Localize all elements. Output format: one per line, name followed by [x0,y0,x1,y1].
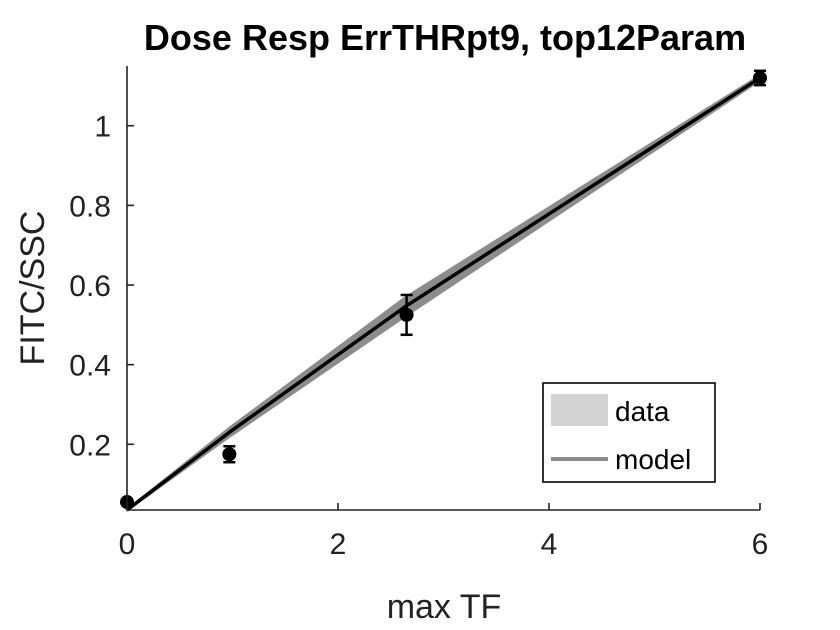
x-tick-label-2: 4 [541,528,558,561]
axes-layer [126,66,760,511]
data-point-3 [753,70,767,85]
y-axis-label: FITC/SSC [14,211,52,366]
y-tick-label-0: 0.2 [69,429,111,462]
model-line [125,76,761,512]
legend: data model [542,382,716,483]
x-axis-label: max TF [387,588,502,626]
chart-title: Dose Resp ErrTHRpt9, top12Param [144,17,746,58]
legend-model-label: model [615,444,691,475]
y-tick-label-3: 0.8 [69,190,111,223]
x-ticks-layer: 0 2 4 6 [119,503,769,561]
model-line-layer [125,76,761,512]
data-point-2 [399,307,414,322]
data-points-layer [120,69,767,510]
y-tick-label-4: 1 [94,111,111,144]
legend-data-label: data [615,396,670,427]
y-ticks-layer: 0.2 0.4 0.6 0.8 1 [69,111,134,462]
data-point-1 [222,447,237,462]
x-tick-label-3: 6 [752,528,769,561]
x-tick-label-1: 2 [330,528,347,561]
y-tick-label-1: 0.4 [69,350,111,383]
legend-data-swatch [551,394,608,426]
x-tick-label-0: 0 [119,528,136,561]
y-tick-label-2: 0.6 [69,270,111,303]
